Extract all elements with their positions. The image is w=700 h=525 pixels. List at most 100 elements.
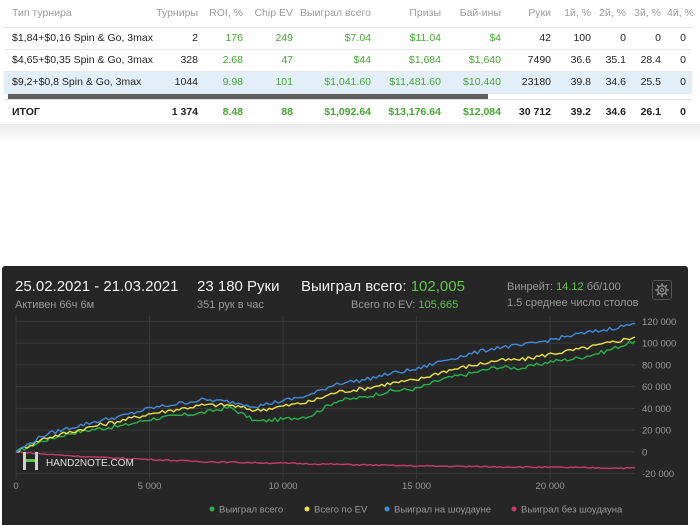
won-total: Выиграл всего: 102,005	[301, 278, 465, 295]
col-header-1st[interactable]: 1й, %	[564, 7, 591, 20]
x-tick-label: 5 000	[138, 481, 162, 492]
x-tick-label: 20 000	[536, 481, 565, 492]
legend-label: Выиграл без шоудауна	[521, 505, 623, 516]
cell-chip-ev: 249	[275, 32, 293, 44]
cell-chip-ev: 47	[281, 54, 293, 66]
legend-label: Всего по EV	[314, 505, 368, 516]
col-header-4th[interactable]: 4й, %	[667, 7, 694, 20]
winrate: Винрейт: 14.12 бб/100	[507, 281, 621, 293]
total-1st: 39.2	[557, 98, 597, 125]
col-header-3rd[interactable]: 3й, %	[634, 7, 661, 20]
winrate-unit: бб/100	[586, 281, 621, 293]
cell-4th: 0	[680, 54, 686, 66]
gear-icon	[655, 283, 669, 297]
cell-3rd: 0	[655, 32, 661, 44]
cell-type: $4,65+$0,35 Spin & Go, 3max	[12, 54, 153, 66]
col-header-2nd[interactable]: 2й, %	[599, 7, 626, 20]
ev-total: Всего по EV: 105,665	[351, 299, 458, 311]
cell-3rd: 28.4	[640, 54, 661, 66]
series-line	[15, 322, 636, 453]
col-header-hands[interactable]: Руки	[528, 7, 551, 20]
chart-grid	[15, 316, 635, 479]
won-total-label: Выиграл всего:	[301, 278, 407, 295]
cell-2nd: 35.1	[605, 54, 626, 66]
cell-tournaments: 2	[192, 32, 198, 44]
cell-roi: 176	[225, 32, 243, 44]
cell-hands: 7490	[527, 54, 551, 66]
y-tick-label: 40 000	[642, 404, 671, 415]
legend-label: Выиграл всего	[219, 505, 283, 516]
col-header-won-total[interactable]: Выиграл всего	[300, 7, 371, 20]
series-line	[15, 340, 636, 453]
won-total-value: 102,005	[410, 278, 465, 295]
cell-4th: 0	[667, 71, 692, 93]
cell-tournaments: 1044	[149, 71, 204, 93]
cell-roi: 9.98	[204, 71, 249, 93]
table-row[interactable]: $4,65+$0,35 Spin & Go, 3max 328 2.68 47 …	[4, 49, 692, 71]
table-total-row: ИТОГ 1 374 8.48 88 $1,092.64 $13,176.64 …	[4, 98, 692, 125]
cell-roi: 2.68	[222, 54, 243, 66]
total-label: ИТОГ	[4, 98, 149, 125]
cell-2nd: 0	[620, 32, 626, 44]
chart-settings-button[interactable]	[652, 280, 672, 300]
cell-prizes: $1,684	[408, 54, 441, 66]
cell-type: $1,84+$0,16 Spin & Go, 3max	[12, 32, 153, 44]
table-header-row: Тип турнира Турниры ROI, % Chip EV Выигр…	[4, 0, 694, 27]
winnings-chart: 120 000 100 000 80 000 60 000 40 000 20 000 0 -…	[13, 316, 676, 516]
winrate-label: Винрейт:	[507, 281, 554, 293]
x-axis-ticks: 0 5 000 10 000 15 000 20 000	[13, 481, 564, 492]
table-row[interactable]: $1,84+$0,16 Spin & Go, 3max 2 176 249 $7…	[4, 27, 692, 49]
x-tick-label: 0	[13, 481, 18, 492]
cell-1st: 36.6	[570, 54, 591, 66]
total-roi: 8.48	[204, 98, 249, 125]
y-tick-label: 20 000	[642, 426, 671, 437]
col-header-tournaments[interactable]: Турниры	[156, 7, 198, 20]
stats-panel: 25.02.2021 - 21.03.2021 Активен 66ч 6м 2…	[2, 266, 688, 525]
legend-label: Выиграл на шоудауне	[394, 505, 491, 516]
series-line	[15, 451, 636, 470]
chart-legend: Выиграл всего Всего по EV Выиграл на шоуда…	[209, 505, 623, 516]
hand2note-logo-text: HAND2NOTE.COM	[46, 458, 134, 469]
hands-per-hour: 351 рук в час	[197, 299, 265, 311]
cell-hands: 42	[539, 32, 551, 44]
total-3rd: 26.1	[632, 98, 667, 125]
cell-1st: 100	[573, 32, 591, 44]
date-range: 25.02.2021 - 21.03.2021	[15, 278, 179, 295]
y-tick-label: 120 000	[642, 317, 676, 328]
cell-3rd: 25.5	[632, 71, 667, 93]
legend-swatch	[511, 506, 517, 512]
avg-tables: 1.5 среднее число столов	[507, 297, 639, 309]
cell-type: $9,2+$0,8 Spin & Go, 3max	[4, 71, 149, 93]
total-2nd: 34.6	[597, 98, 632, 125]
legend-swatch	[209, 506, 215, 512]
series-line	[15, 336, 636, 453]
cell-won-total: $1,041.60	[299, 71, 377, 93]
total-tournaments: 1 374	[149, 98, 204, 125]
horizontal-scrollbar[interactable]	[8, 93, 488, 99]
total-prizes: $13,176.64	[377, 98, 447, 125]
tournament-table: Тип турнира Турниры ROI, % Chip EV Выигр…	[4, 0, 694, 125]
table-row-selected[interactable]: $9,2+$0,8 Spin & Go, 3max 1044 9.98 101 …	[4, 71, 692, 93]
col-header-chip-ev[interactable]: Chip EV	[254, 7, 293, 20]
table-shadow	[0, 124, 700, 142]
y-tick-label: 60 000	[642, 382, 671, 393]
scroll-row	[4, 93, 692, 99]
cell-won-total: $7.04	[344, 32, 371, 44]
hands-count: 23 180 Руки	[197, 278, 280, 295]
tournament-table-section: Тип турнира Турниры ROI, % Chip EV Выигр…	[0, 0, 700, 125]
total-4th: 0	[667, 98, 692, 125]
legend-swatch	[304, 506, 310, 512]
col-header-buyins[interactable]: Бай-ины	[459, 7, 501, 20]
cell-buyins: $10,440	[447, 71, 507, 93]
col-header-type[interactable]: Тип турнира	[12, 7, 72, 20]
x-tick-label: 10 000	[269, 481, 298, 492]
cell-prizes: $11.04	[409, 32, 441, 44]
y-axis-ticks: 120 000 100 000 80 000 60 000 40 000 20 000 0 -…	[642, 317, 676, 480]
hand2note-logo-icon	[23, 452, 38, 470]
col-header-prizes[interactable]: Призы	[409, 7, 441, 20]
col-header-roi[interactable]: ROI, %	[209, 7, 243, 20]
total-chip-ev: 88	[249, 98, 299, 125]
total-buyins: $12,084	[447, 98, 507, 125]
y-tick-label: 0	[642, 447, 647, 458]
ev-total-label: Всего по EV:	[351, 299, 416, 311]
